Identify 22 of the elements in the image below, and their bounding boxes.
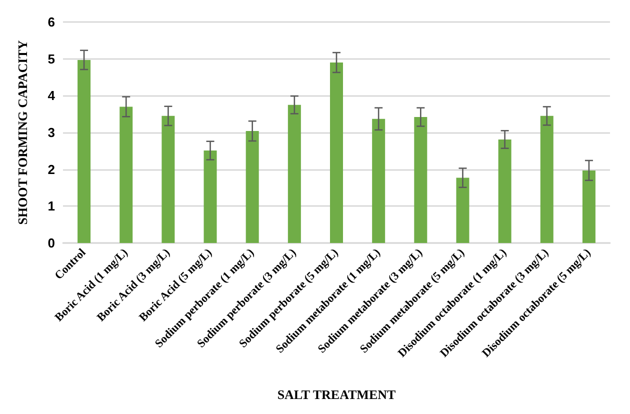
bar xyxy=(414,117,428,243)
bar xyxy=(330,62,343,243)
bar xyxy=(288,104,301,243)
bar xyxy=(456,178,470,243)
bar xyxy=(120,106,133,243)
y-tick-label: 3 xyxy=(48,125,55,140)
y-tick-label: 5 xyxy=(48,51,55,66)
bar xyxy=(246,131,259,243)
bar xyxy=(498,140,512,243)
y-tick-label: 2 xyxy=(48,162,55,177)
bar xyxy=(162,116,175,243)
bar xyxy=(582,170,596,243)
bar xyxy=(204,150,217,243)
bar xyxy=(372,118,386,243)
y-tick-label: 6 xyxy=(48,14,55,30)
bar xyxy=(78,60,91,243)
y-tick-label: 1 xyxy=(48,198,55,214)
bar xyxy=(540,116,554,243)
x-axis-title: SALT TREATMENT xyxy=(277,387,396,402)
y-axis-title: SHOOT FORMING CAPACITY xyxy=(15,40,30,225)
y-tick-label: 0 xyxy=(48,236,55,250)
y-tick-label: 4 xyxy=(48,88,56,104)
